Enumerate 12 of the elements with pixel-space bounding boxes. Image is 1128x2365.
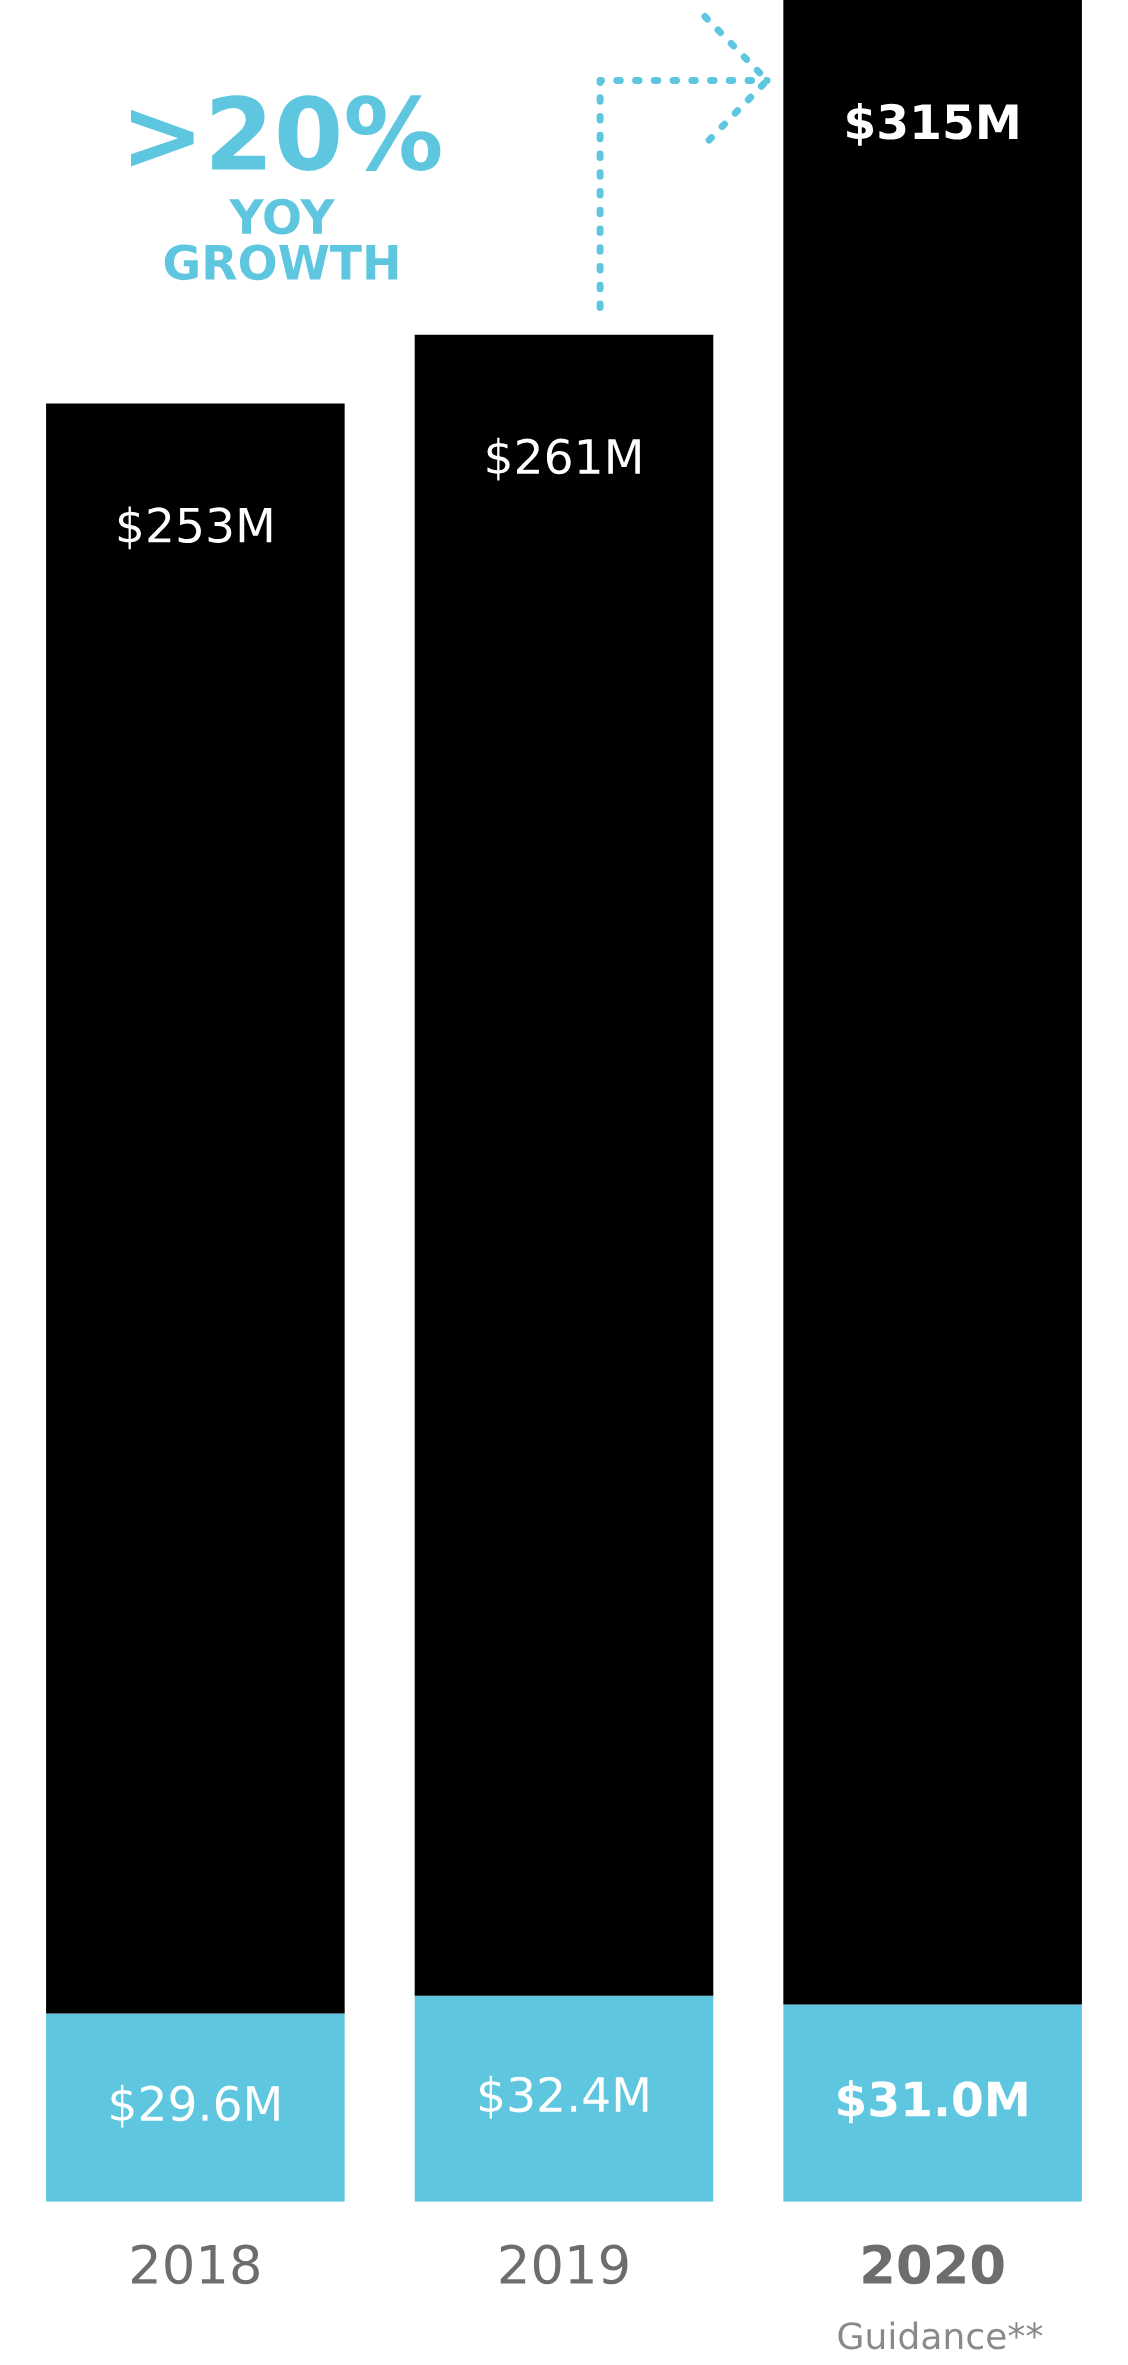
x-tick-label: 2018 xyxy=(132,2244,259,2285)
text: Guidance** xyxy=(838,2321,1043,2350)
data-label: $253M xyxy=(118,506,272,550)
annotation: >20% xyxy=(131,95,441,171)
data-label: $31.0M xyxy=(838,2080,1027,2124)
x-tick-label: 2019 xyxy=(500,2244,628,2285)
data-label: $32.4M xyxy=(479,2075,648,2119)
data-label: $261M xyxy=(487,437,640,481)
annotation: YOY GROWTH xyxy=(164,198,398,281)
x-tick-label: 2020 xyxy=(863,2244,1004,2285)
data-label: $315M xyxy=(847,103,1018,146)
data-label: $29.6M xyxy=(111,2084,279,2128)
